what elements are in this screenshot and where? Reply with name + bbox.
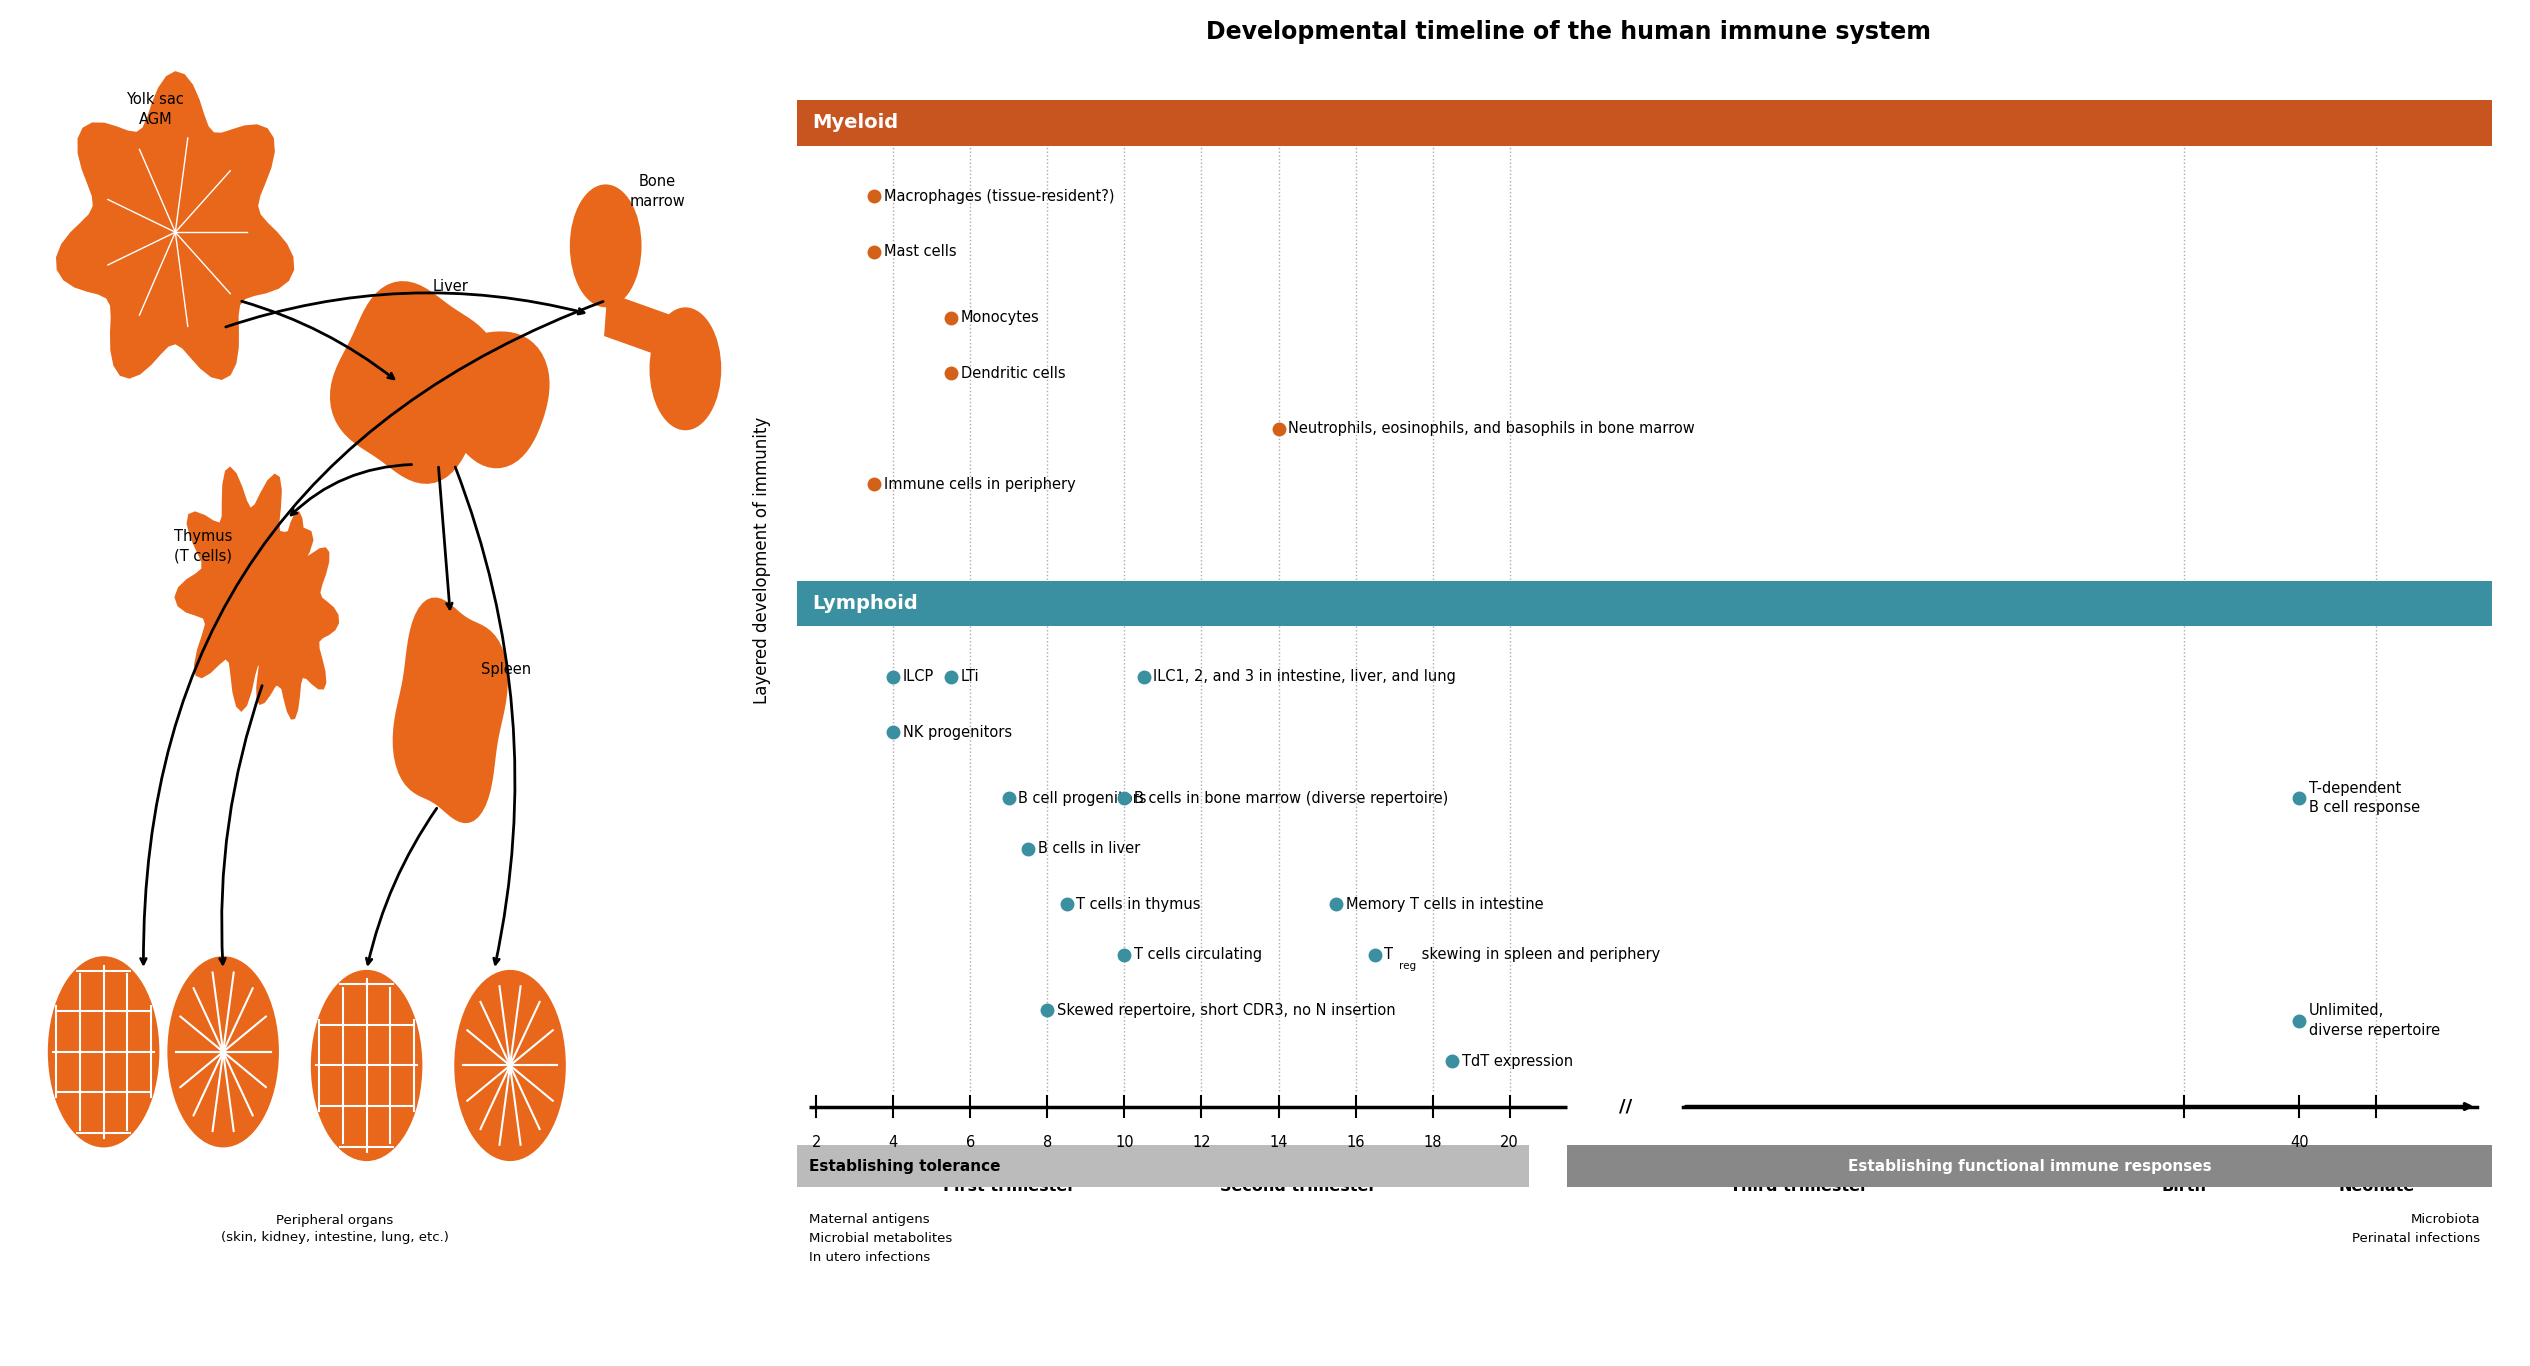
- Polygon shape: [56, 71, 293, 380]
- Text: Second trimester: Second trimester: [1219, 1179, 1376, 1194]
- Text: Myeloid: Myeloid: [812, 113, 898, 133]
- Text: TdT expression: TdT expression: [1462, 1053, 1574, 1068]
- Text: 16: 16: [1346, 1135, 1364, 1150]
- Circle shape: [167, 956, 278, 1147]
- Text: Neonate: Neonate: [2338, 1179, 2414, 1194]
- Text: skewing in spleen and periphery: skewing in spleen and periphery: [1417, 947, 1660, 962]
- Text: ILCP: ILCP: [903, 669, 934, 684]
- Text: Layered development of immunity: Layered development of immunity: [754, 417, 772, 703]
- Text: 12: 12: [1192, 1135, 1212, 1150]
- Text: T: T: [1384, 947, 1394, 962]
- Polygon shape: [438, 332, 549, 469]
- Circle shape: [569, 184, 643, 307]
- Circle shape: [455, 970, 567, 1161]
- Text: 20: 20: [1500, 1135, 1518, 1150]
- Text: 6: 6: [966, 1135, 974, 1150]
- Text: Dendritic cells: Dendritic cells: [961, 366, 1065, 381]
- Text: Establishing tolerance: Establishing tolerance: [810, 1158, 999, 1173]
- Text: Bone
marrow: Bone marrow: [630, 173, 686, 209]
- Text: 14: 14: [1270, 1135, 1288, 1150]
- Text: First trimester: First trimester: [944, 1179, 1075, 1194]
- Text: 18: 18: [1424, 1135, 1442, 1150]
- Text: Monocytes: Monocytes: [961, 310, 1040, 325]
- Text: 4: 4: [888, 1135, 898, 1150]
- Text: Peripheral organs
(skin, kidney, intestine, lung, etc.): Peripheral organs (skin, kidney, intesti…: [220, 1214, 448, 1244]
- Text: ILC1, 2, and 3 in intestine, liver, and lung: ILC1, 2, and 3 in intestine, liver, and …: [1154, 669, 1457, 684]
- Text: B cells in bone marrow (diverse repertoire): B cells in bone marrow (diverse repertoi…: [1133, 791, 1447, 806]
- Bar: [1569, 1145, 2492, 1187]
- Polygon shape: [238, 511, 339, 720]
- Text: Liver: Liver: [433, 280, 468, 294]
- Text: Spleen: Spleen: [481, 663, 531, 676]
- Polygon shape: [392, 597, 509, 824]
- Text: Maternal antigens
Microbial metabolites
In utero infections: Maternal antigens Microbial metabolites …: [810, 1213, 951, 1264]
- Text: Thymus
(T cells): Thymus (T cells): [175, 529, 233, 564]
- Text: 8: 8: [1042, 1135, 1052, 1150]
- Text: Microbiota
Perinatal infections: Microbiota Perinatal infections: [2353, 1213, 2479, 1244]
- Circle shape: [48, 956, 159, 1147]
- Circle shape: [650, 307, 721, 430]
- Text: Lymphoid: Lymphoid: [812, 594, 918, 613]
- Text: LTi: LTi: [961, 669, 979, 684]
- Text: T cells circulating: T cells circulating: [1133, 947, 1262, 962]
- Text: reg: reg: [1399, 960, 1417, 971]
- Text: Macrophages (tissue-resident?): Macrophages (tissue-resident?): [883, 189, 1113, 204]
- Text: 2: 2: [812, 1135, 820, 1150]
- Circle shape: [311, 970, 423, 1161]
- Text: Immune cells in periphery: Immune cells in periphery: [883, 477, 1075, 492]
- Text: T-dependent
B cell response: T-dependent B cell response: [2310, 781, 2421, 816]
- Text: Unlimited,
diverse repertoire: Unlimited, diverse repertoire: [2310, 1004, 2439, 1038]
- Polygon shape: [329, 281, 498, 484]
- Bar: [797, 100, 2492, 146]
- Bar: [797, 1145, 1528, 1187]
- Polygon shape: [175, 466, 319, 712]
- Text: Memory T cells in intestine: Memory T cells in intestine: [1346, 896, 1543, 911]
- Text: 10: 10: [1116, 1135, 1133, 1150]
- Text: Establishing functional immune responses: Establishing functional immune responses: [1847, 1158, 2211, 1173]
- Text: B cell progenitors: B cell progenitors: [1020, 791, 1146, 806]
- Polygon shape: [605, 292, 683, 363]
- Text: 40: 40: [2290, 1135, 2310, 1150]
- Text: //: //: [1619, 1097, 1632, 1116]
- Text: Mast cells: Mast cells: [883, 245, 956, 260]
- Text: Developmental timeline of the human immune system: Developmental timeline of the human immu…: [1207, 20, 1930, 45]
- Text: Neutrophils, eosinophils, and basophils in bone marrow: Neutrophils, eosinophils, and basophils …: [1288, 421, 1695, 436]
- Text: Third trimester: Third trimester: [1731, 1179, 1867, 1194]
- Text: NK progenitors: NK progenitors: [903, 725, 1012, 740]
- Text: T cells in thymus: T cells in thymus: [1075, 896, 1202, 911]
- Text: Skewed repertoire, short CDR3, no N insertion: Skewed repertoire, short CDR3, no N inse…: [1058, 1003, 1397, 1018]
- Bar: [797, 581, 2492, 626]
- Text: B cells in liver: B cells in liver: [1037, 841, 1141, 856]
- Text: Yolk sac
AGM: Yolk sac AGM: [126, 92, 185, 127]
- Text: Birth: Birth: [2161, 1179, 2206, 1194]
